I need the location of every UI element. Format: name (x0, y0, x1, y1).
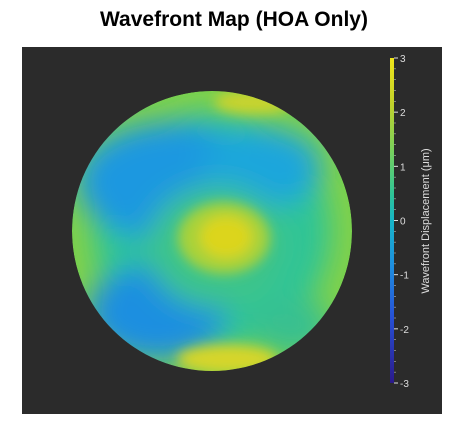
colorbar-tick-label: -3 (400, 379, 409, 390)
colorbar-label: Wavefront Displacement (μm) (420, 148, 432, 293)
plot-panel: 3 2 1 0 -1 -2 -3 Wavefront Displacement (μm) (22, 47, 442, 414)
lower-right-region (252, 299, 332, 355)
wavefront-chart: 3 2 1 0 -1 -2 -3 Wavefront Displacement (μm) (72, 54, 432, 390)
colorbar-tick-label: 2 (400, 108, 406, 119)
chart-title: Wavefront Map (HOA Only) (100, 8, 368, 31)
colorbar-ticks: 3 2 1 0 -1 -2 -3 (394, 54, 409, 390)
wavefront-pupil (72, 91, 352, 371)
colorbar-tick-label: 1 (400, 162, 406, 173)
top-rim-peak (214, 91, 294, 114)
colorbar: 3 2 1 0 -1 -2 -3 Wavefront Displacement (μm) (390, 54, 432, 390)
colorbar-tick-label: 0 (400, 217, 406, 228)
colorbar-tick-label: -2 (400, 325, 409, 336)
bottom-rim-peak (177, 345, 277, 371)
colorbar-tick-label: 3 (400, 54, 406, 65)
colorbar-gradient (390, 58, 394, 383)
center-peak (200, 216, 252, 258)
colorbar-tick-label: -1 (400, 271, 409, 282)
